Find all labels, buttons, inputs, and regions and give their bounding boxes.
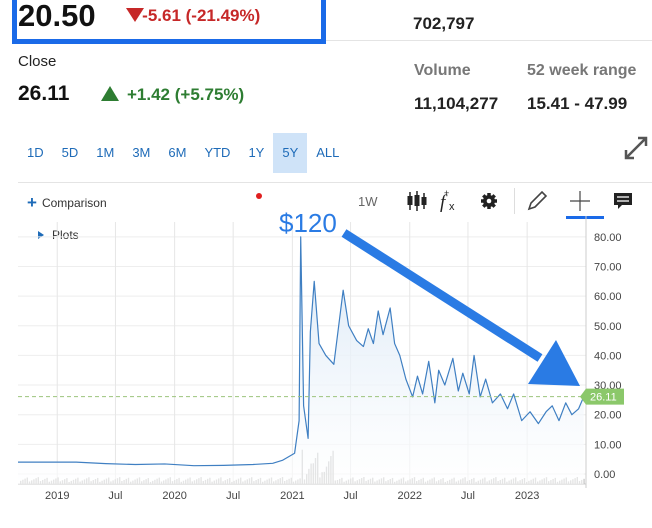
y-tick-label: 60.00 bbox=[594, 291, 622, 303]
y-tick-label: 40.00 bbox=[594, 350, 622, 362]
chart-divider bbox=[18, 182, 652, 183]
toolbar-separator bbox=[514, 188, 515, 214]
function-icon[interactable]: f x + bbox=[437, 188, 463, 214]
interval-selector[interactable]: 1W bbox=[358, 194, 378, 209]
expand-icon[interactable] bbox=[622, 134, 650, 162]
range-1m[interactable]: 1M bbox=[96, 145, 115, 160]
range-5y[interactable]: 5Y bbox=[273, 133, 308, 173]
price-area-fill bbox=[18, 236, 584, 484]
previous-volume: 702,797 bbox=[413, 14, 475, 33]
x-tick-label: 2021 bbox=[280, 490, 304, 502]
x-tick-label: 2023 bbox=[515, 490, 539, 502]
close-price: 26.11 bbox=[18, 82, 70, 105]
y-tick-label: 70.00 bbox=[594, 261, 622, 273]
volume-value: 11,104,277 bbox=[414, 94, 499, 113]
x-tick-label: Jul bbox=[226, 490, 240, 502]
live-indicator-dot bbox=[256, 193, 262, 199]
y-axis-labels: 0.0010.0020.0030.0040.0050.0060.0070.008… bbox=[594, 232, 622, 481]
svg-text:x: x bbox=[449, 201, 455, 213]
range-all[interactable]: ALL bbox=[316, 145, 340, 160]
price-change: -5.61 (-21.49%) bbox=[128, 6, 260, 26]
y-tick-label: 50.00 bbox=[594, 321, 622, 333]
comment-icon[interactable] bbox=[610, 188, 636, 214]
x-tick-label: 2022 bbox=[398, 490, 422, 502]
range-1d[interactable]: 1D bbox=[27, 145, 44, 160]
close-label: Close bbox=[18, 53, 57, 70]
range-6m[interactable]: 6M bbox=[168, 145, 187, 160]
x-tick-label: Jul bbox=[344, 490, 358, 502]
x-tick-label: Jul bbox=[461, 490, 475, 502]
52-week-range-value: 15.41 - 47.99 bbox=[527, 94, 628, 113]
x-tick-label: 2019 bbox=[45, 490, 69, 502]
plots-toggle[interactable]: Plots bbox=[38, 228, 79, 242]
svg-text:f: f bbox=[440, 192, 448, 213]
comparison-button[interactable]: + Comparison bbox=[27, 193, 107, 212]
range-3m[interactable]: 3M bbox=[132, 145, 151, 160]
comparison-label: Comparison bbox=[41, 196, 107, 210]
arrow-shaft bbox=[341, 229, 543, 362]
price-area bbox=[18, 236, 586, 484]
close-change: +1.42 (+5.75%) bbox=[127, 85, 245, 104]
svg-text:+: + bbox=[444, 188, 449, 198]
x-tick-label: 2020 bbox=[162, 490, 186, 502]
volume-label: Volume bbox=[414, 62, 471, 79]
divider bbox=[326, 40, 652, 41]
pencil-icon[interactable] bbox=[524, 188, 550, 214]
plots-label: Plots bbox=[52, 228, 79, 242]
last-price-tag: 26.11 bbox=[580, 388, 624, 405]
crosshair-active-indicator bbox=[566, 216, 604, 219]
arrow-annotation bbox=[341, 229, 580, 386]
plus-icon: + bbox=[27, 193, 37, 212]
volume-bar bbox=[583, 478, 585, 484]
y-tick-label: 80.00 bbox=[594, 232, 622, 244]
last-price-tag-text: 26.11 bbox=[590, 392, 617, 404]
price-change-text: -5.61 (-21.49%) bbox=[142, 6, 261, 25]
price-line bbox=[18, 236, 585, 467]
candlestick-icon[interactable] bbox=[404, 188, 430, 214]
annotation-text: $120 bbox=[279, 208, 337, 238]
arrow-head bbox=[528, 340, 580, 386]
crosshair-icon[interactable] bbox=[567, 188, 593, 214]
range-5d[interactable]: 5D bbox=[61, 145, 79, 160]
time-range-tabs: 1D 5D 1M 3M 6M YTD 1Y 5Y ALL bbox=[18, 133, 348, 173]
play-icon bbox=[38, 231, 44, 239]
gear-icon[interactable] bbox=[476, 188, 502, 214]
y-tick-label: 0.00 bbox=[594, 469, 615, 481]
highlight-box bbox=[12, 0, 326, 44]
y-tick-label: 10.00 bbox=[594, 439, 622, 451]
last-price-tag-shape bbox=[580, 388, 624, 405]
down-triangle-icon bbox=[126, 8, 144, 22]
range-1y[interactable]: 1Y bbox=[248, 145, 265, 160]
52-week-range-label: 52 week range bbox=[527, 62, 637, 79]
range-ytd[interactable]: YTD bbox=[204, 145, 231, 160]
x-tick-label: Jul bbox=[108, 490, 122, 502]
y-tick-label: 20.00 bbox=[594, 410, 622, 422]
last-price: 20.50 bbox=[18, 0, 96, 33]
x-axis-labels: 2019 Jul 2020 Jul 2021 Jul 2022 Jul 2023 bbox=[45, 490, 539, 502]
up-triangle-icon bbox=[101, 86, 119, 101]
